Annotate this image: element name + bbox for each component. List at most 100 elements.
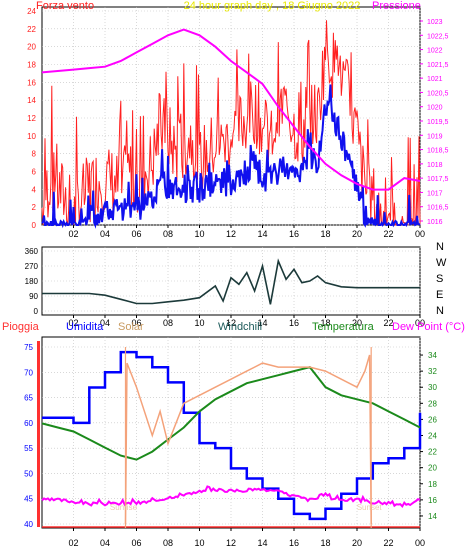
pressure-tick-label: 1018 xyxy=(427,162,443,169)
x-tick-label: 14 xyxy=(257,318,267,328)
compass-letter: S xyxy=(436,273,443,285)
wind-tick-label: 2 xyxy=(32,203,37,212)
direction-tick-label: 90 xyxy=(29,292,38,301)
humidity-tick-label: 75 xyxy=(24,343,33,352)
temp-tick-label: 18 xyxy=(428,480,437,489)
temp-tick-label: 28 xyxy=(428,399,437,408)
pressure-tick-label: 1017 xyxy=(427,190,443,197)
wind-speed-line xyxy=(41,20,421,226)
x-tick-label: 02 xyxy=(68,538,78,548)
legend-dewpoint: Dew Point (°C) xyxy=(392,321,465,333)
x-tick-label: 12 xyxy=(226,229,236,239)
legend-temperature: Temperatura xyxy=(312,321,375,333)
x-tick-label: 18 xyxy=(320,318,330,328)
wind-tick-label: 12 xyxy=(27,114,36,123)
temp-tick-label: 22 xyxy=(428,448,437,457)
solar-line xyxy=(124,354,372,525)
mid-grid xyxy=(42,247,421,315)
x-tick-label: 02 xyxy=(68,318,78,328)
mid-series xyxy=(42,258,420,305)
pressure-tick-label: 1017,5 xyxy=(427,176,449,183)
compass-letter: W xyxy=(436,257,447,269)
wind-pressure-chart: 24 hour graph day , 18 Giugno 2022 Forza… xyxy=(27,0,448,239)
sunset-label: Sunset xyxy=(357,503,383,512)
x-tick-label: 20 xyxy=(352,229,362,239)
pressure-tick-label: 1019 xyxy=(427,133,443,140)
wind-average-line xyxy=(41,84,421,229)
sun-markers: Sunrise Sunset xyxy=(110,347,382,528)
direction-tick-label: 0 xyxy=(34,307,39,316)
x-tick-label: 06 xyxy=(131,318,141,328)
x-tick-label: 18 xyxy=(320,229,330,239)
wind-tick-label: 0 xyxy=(32,221,37,230)
humidity-line xyxy=(42,350,422,521)
legend-windchill: Windchill xyxy=(218,321,262,333)
x-tick-label: 08 xyxy=(163,318,173,328)
compass-letter: N xyxy=(436,305,444,317)
humidity-y-axis: 40 45 50 55 60 65 70 75 xyxy=(24,343,33,529)
x-tick-label: 10 xyxy=(194,538,204,548)
pressure-tick-label: 1020,5 xyxy=(427,90,449,97)
pressure-tick-label: 1021 xyxy=(427,76,443,83)
humidity-tick-label: 60 xyxy=(24,419,33,428)
direction-y-axis: 0 90 180 270 360 xyxy=(25,247,39,316)
x-tick-label: 12 xyxy=(226,538,236,548)
pressure-tick-label: 1016 xyxy=(427,219,443,226)
humidity-tick-label: 40 xyxy=(24,520,33,529)
x-tick-label: 04 xyxy=(100,229,110,239)
bottom-grid xyxy=(42,337,421,528)
x-tick-label: 22 xyxy=(383,229,393,239)
pressure-tick-label: 1019,5 xyxy=(427,119,449,126)
humidity-tick-label: 50 xyxy=(24,469,33,478)
pressure-y-axis: 1016 1016,5 1017 1017,5 1018 1018,5 1019 1019,5… xyxy=(420,19,449,226)
temp-tick-label: 20 xyxy=(428,464,437,473)
temperature-y-axis: 14 16 18 20 22 24 26 28 30 32 34 xyxy=(420,351,437,521)
pressure-line xyxy=(41,28,421,191)
sunrise-label: Sunrise xyxy=(110,503,138,512)
top-x-axis: 02 04 06 08 10 12 14 16 18 20 22 00 xyxy=(68,225,425,239)
x-tick-label: 06 xyxy=(131,229,141,239)
pressure-tick-label: 1023 xyxy=(427,19,443,26)
bottom-series xyxy=(41,350,422,528)
temp-tick-label: 24 xyxy=(428,432,437,441)
wind-tick-label: 16 xyxy=(27,78,36,87)
pressure-axis-label: Pressione xyxy=(372,0,421,12)
x-tick-label: 02 xyxy=(68,229,78,239)
legend-solar: Solar xyxy=(118,321,144,333)
pressure-tick-label: 1020 xyxy=(427,105,443,112)
pressure-tick-label: 1021,5 xyxy=(427,62,449,69)
dewpoint-line xyxy=(41,485,421,508)
x-tick-label: 00 xyxy=(415,318,425,328)
direction-tick-label: 180 xyxy=(25,277,39,286)
pressure-tick-label: 1018,5 xyxy=(427,148,449,155)
x-tick-label: 16 xyxy=(289,318,299,328)
wind-axis-label: Forza vento xyxy=(36,0,94,12)
temp-tick-label: 14 xyxy=(428,512,437,521)
x-tick-label: 08 xyxy=(163,538,173,548)
x-tick-label: 16 xyxy=(289,229,299,239)
temperature-line xyxy=(41,365,421,461)
x-tick-label: 18 xyxy=(320,538,330,548)
temp-tick-label: 34 xyxy=(428,351,437,360)
x-tick-label: 06 xyxy=(131,538,141,548)
pressure-tick-label: 1016,5 xyxy=(427,205,449,212)
wind-tick-label: 14 xyxy=(27,96,36,105)
x-tick-label: 22 xyxy=(383,538,393,548)
humidity-tick-label: 65 xyxy=(24,394,33,403)
x-tick-label: 04 xyxy=(100,318,110,328)
mid-x-axis: 02 04 06 08 10 12 14 16 18 20 22 00 xyxy=(68,315,425,328)
top-series xyxy=(41,20,421,229)
wind-tick-label: 10 xyxy=(27,132,36,141)
x-tick-label: 14 xyxy=(257,229,267,239)
chart-title: 24 hour graph day , 18 Giugno 2022 xyxy=(184,0,361,12)
x-tick-label: 20 xyxy=(352,538,362,548)
wind-tick-label: 6 xyxy=(32,168,37,177)
humidity-tick-label: 55 xyxy=(24,444,33,453)
direction-tick-label: 270 xyxy=(25,262,39,271)
x-tick-label: 00 xyxy=(415,538,425,548)
wind-direction-line xyxy=(42,258,420,305)
